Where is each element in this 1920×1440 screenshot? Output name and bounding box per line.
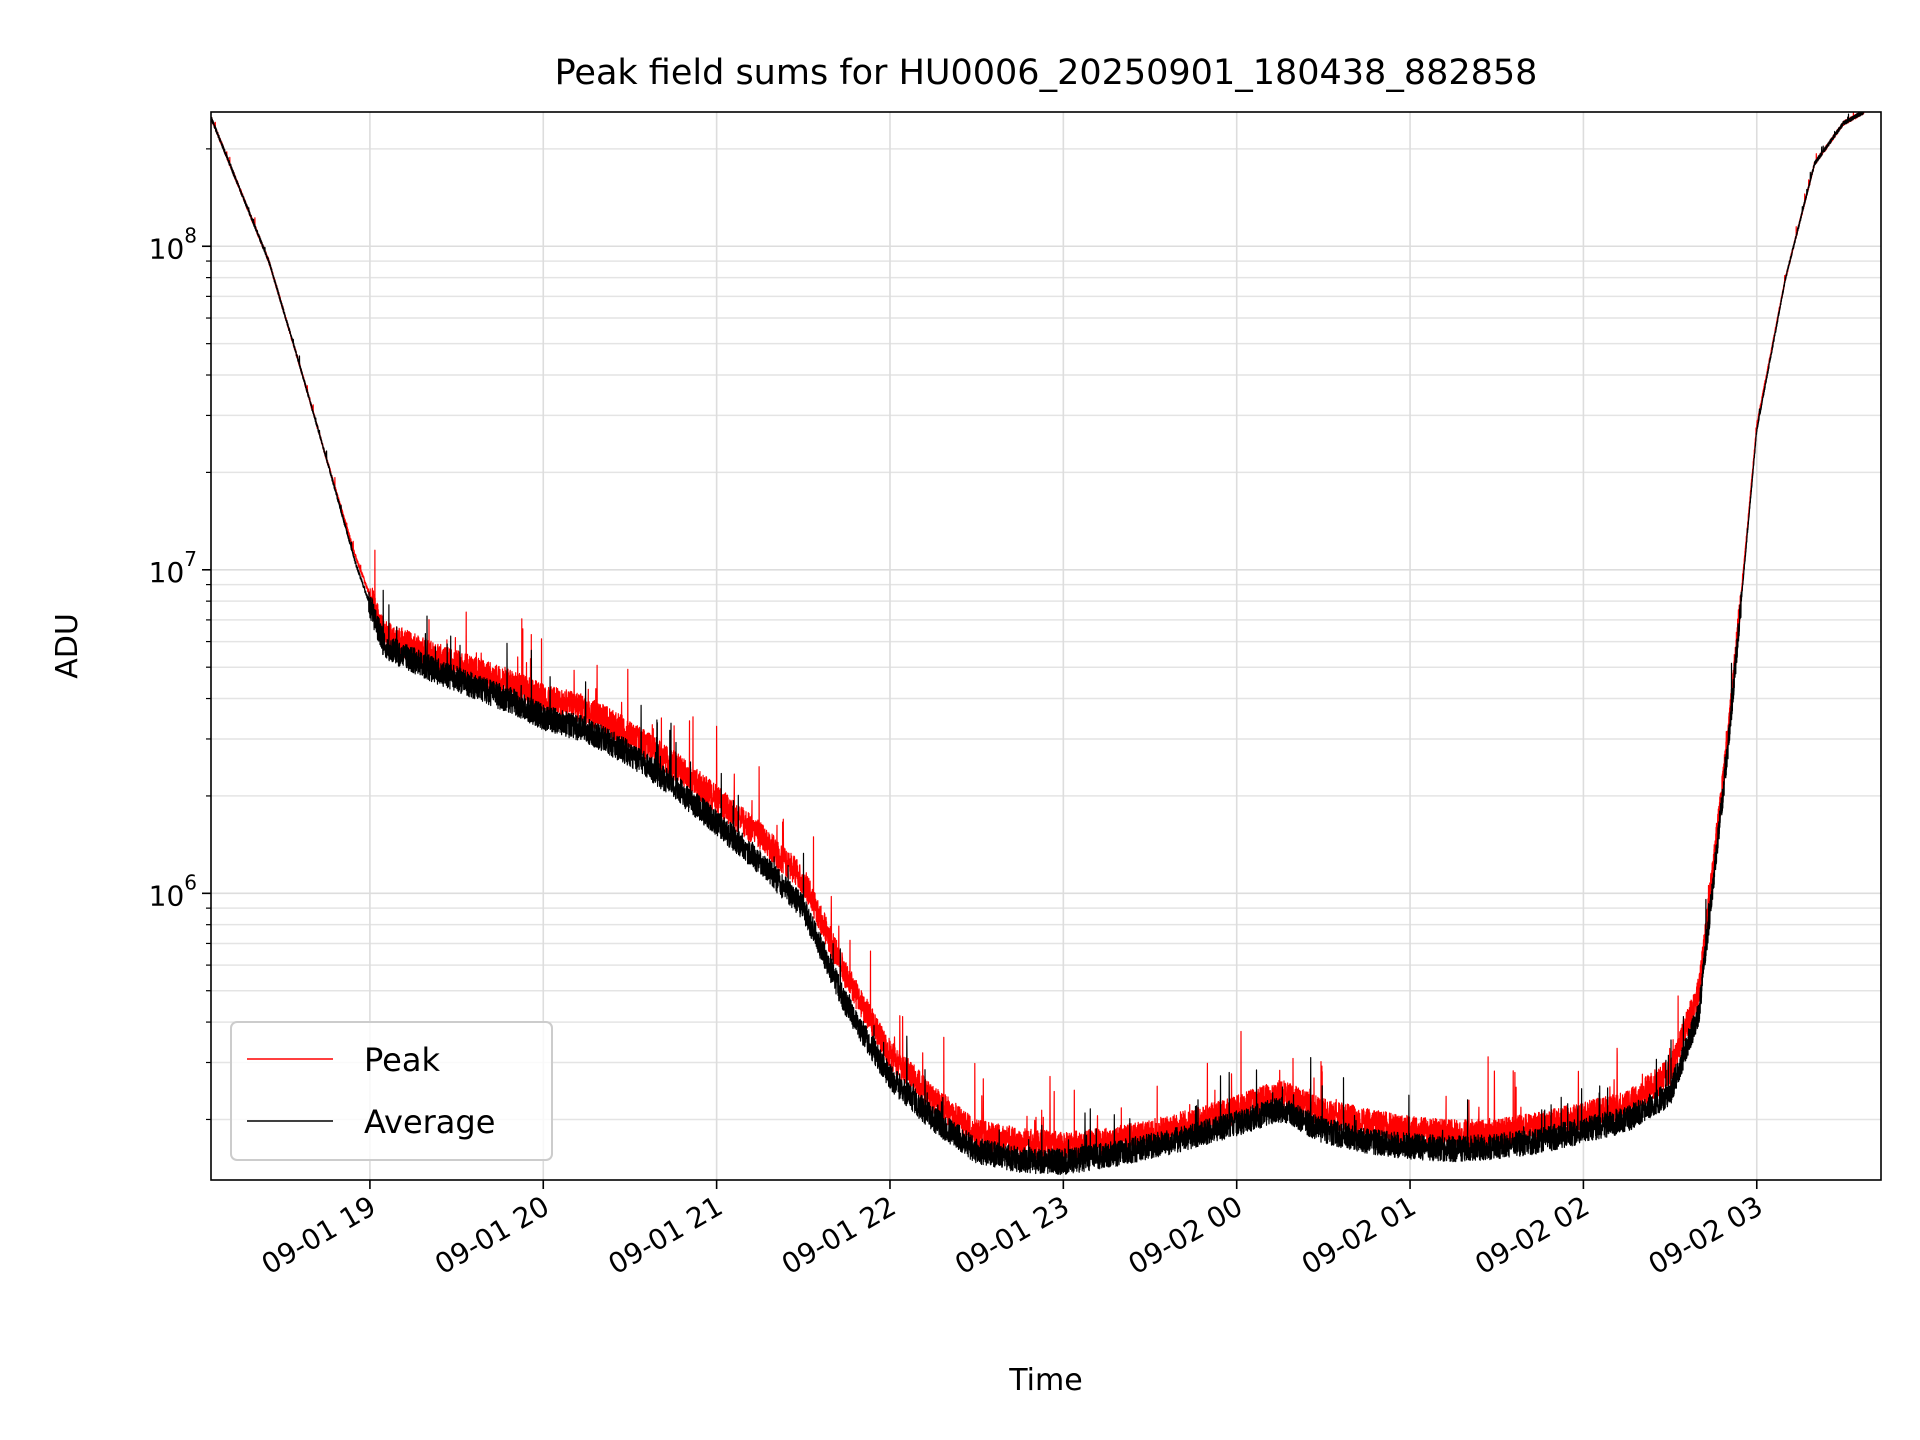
y-tick-label-exponent: 6: [184, 870, 197, 894]
y-tick-label-exponent: 7: [184, 547, 197, 571]
series-layer: [211, 112, 1865, 1176]
y-tick-label-base: 10: [149, 879, 185, 912]
y-tick-label-exponent: 8: [184, 223, 197, 247]
chart-title: Peak field sums for HU0006_20250901_1804…: [555, 53, 1538, 93]
y-tick-label-base: 10: [149, 556, 185, 589]
y-tick-label: 107: [149, 547, 197, 589]
legend-label-peak: Peak: [364, 1041, 440, 1079]
y-axis-label: ADU: [50, 613, 85, 679]
x-axis-label: Time: [1008, 1363, 1082, 1398]
legend: Peak Average: [230, 1021, 553, 1161]
legend-frame: [230, 1021, 553, 1161]
series-line-average: [211, 112, 1865, 1176]
y-tick-label-base: 10: [149, 232, 185, 265]
y-tick-label: 106: [149, 870, 197, 912]
y-tick-label: 108: [149, 223, 197, 265]
legend-label-average: Average: [364, 1103, 495, 1141]
plot-frame: [210, 111, 1882, 1181]
